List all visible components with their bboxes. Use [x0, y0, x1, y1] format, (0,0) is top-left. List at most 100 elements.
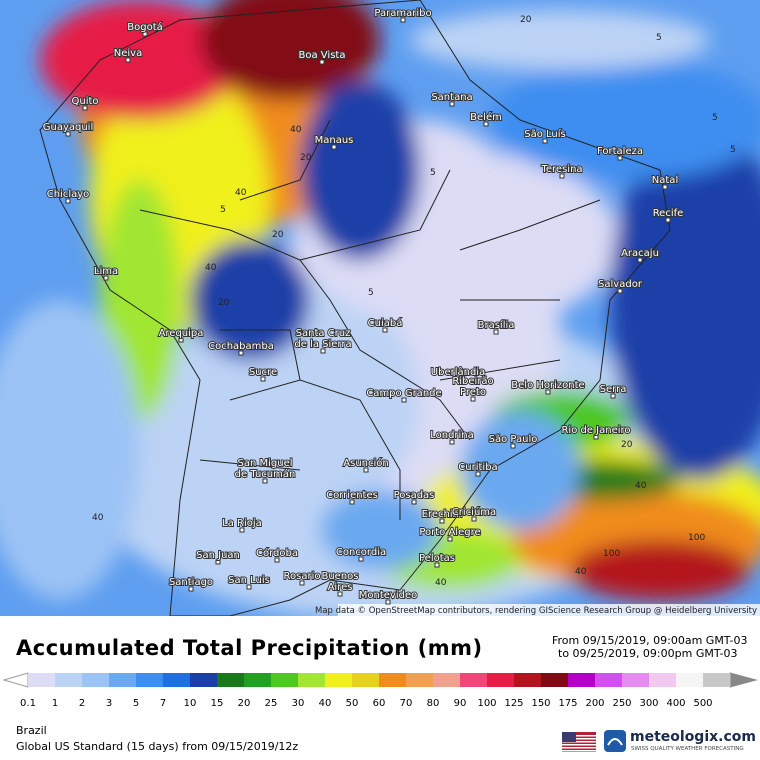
borders — [39, 0, 671, 616]
city-label: Rio de Janeiro — [561, 425, 630, 436]
city-label: Cochabamba — [208, 341, 274, 352]
legend-label: 500 — [693, 698, 712, 709]
legend-swatch — [55, 673, 83, 687]
region: Brazil — [16, 724, 47, 737]
legend-swatch — [487, 673, 515, 687]
precip-map: Map data © OpenStreetMap contributors, r… — [0, 0, 760, 616]
city-marker — [449, 101, 455, 107]
contour-label: 100 — [688, 533, 705, 543]
city-label: Teresina — [540, 164, 582, 175]
city-marker — [349, 499, 355, 505]
logo-icon — [604, 730, 626, 752]
legend-label: 2 — [79, 698, 85, 709]
city-marker — [401, 397, 407, 403]
contour-label: 20 — [520, 15, 532, 25]
legend-label: 40 — [319, 698, 332, 709]
precip-area — [40, 0, 240, 120]
city-label: Bogotá — [127, 21, 163, 33]
legend-label: 70 — [400, 698, 413, 709]
legend-label: 7 — [160, 698, 166, 709]
precip-area — [490, 60, 760, 180]
city-label: Belo Horizonte — [511, 380, 584, 391]
city-marker — [385, 599, 391, 605]
city-marker — [449, 439, 455, 445]
contour-label: 20 — [218, 298, 230, 308]
contour-label: 40 — [575, 567, 587, 577]
legend-label: 20 — [238, 698, 251, 709]
legend-swatch — [460, 673, 488, 687]
precip-area — [300, 80, 420, 260]
precip-area — [460, 410, 580, 530]
legend-label: 10 — [184, 698, 197, 709]
city-label: Serra — [600, 384, 627, 395]
legend-swatch — [622, 673, 650, 687]
city-label: Lima — [94, 266, 118, 277]
city-label: Buenos — [321, 571, 358, 582]
city-label: Montevideo — [359, 590, 417, 601]
city-marker — [475, 471, 481, 477]
legend-swatch — [163, 673, 191, 687]
city-label: Guayaquil — [43, 122, 94, 133]
legend-swatch — [352, 673, 380, 687]
city-marker — [493, 329, 499, 335]
city-label: Campo Grande — [366, 388, 441, 399]
contour-label: 5 — [430, 168, 436, 178]
legend-label: 1 — [52, 698, 58, 709]
legend-label: 175 — [558, 698, 577, 709]
city-marker — [337, 591, 343, 597]
legend-swatch — [190, 673, 218, 687]
city-marker — [455, 376, 461, 382]
city-marker — [542, 138, 548, 144]
city-marker — [142, 31, 148, 37]
legend-label: 15 — [211, 698, 224, 709]
contour-label: 20 — [300, 153, 312, 163]
legend-label: 125 — [504, 698, 523, 709]
city-marker — [665, 217, 671, 223]
city-label: La Rioja — [222, 518, 262, 529]
city-label: Brasília — [478, 319, 515, 331]
city-label: Rosario — [284, 571, 321, 582]
city-marker — [260, 376, 266, 382]
legend-label: 200 — [585, 698, 604, 709]
legend-swatch — [136, 673, 164, 687]
city-label: Aires — [328, 582, 353, 593]
city-label: Criciúma — [452, 506, 496, 518]
legend-swatch — [568, 673, 596, 687]
city-marker — [65, 198, 71, 204]
footer: Accumulated Total Precipitation (mm) Fro… — [0, 616, 760, 760]
city-label: São Luís — [524, 128, 566, 140]
city-label: Preto — [460, 387, 486, 398]
city-label: Uberlândia — [431, 366, 485, 378]
precip-area — [610, 120, 760, 480]
city-marker — [103, 275, 109, 281]
period-to: to 09/25/2019, 09:00pm GMT-03 — [558, 647, 738, 660]
legend-label: 5 — [133, 698, 139, 709]
city-marker — [188, 586, 194, 592]
legend-label: 80 — [427, 698, 440, 709]
city-label: Posadas — [394, 490, 435, 501]
city-marker — [510, 443, 516, 449]
city-label: Londrina — [430, 430, 474, 441]
title: Accumulated Total Precipitation (mm) — [16, 636, 483, 660]
city-marker — [246, 584, 252, 590]
city-label: San Miguel — [237, 458, 292, 469]
city-label: Arequipa — [159, 328, 204, 339]
city-marker — [470, 396, 476, 402]
contour-label: 5 — [730, 145, 736, 155]
city-marker — [483, 121, 489, 127]
city-label: Belém — [470, 111, 502, 123]
city-marker — [358, 556, 364, 562]
brand-name: meteologix.com — [630, 729, 756, 745]
city-label: Neiva — [114, 48, 142, 59]
city-marker — [331, 144, 337, 150]
city-label: Boa Vista — [299, 50, 346, 61]
city-label: Curitiba — [458, 462, 497, 473]
legend-label: 0.1 — [20, 698, 36, 709]
city-marker — [178, 337, 184, 343]
city-marker — [610, 393, 616, 399]
city-marker — [262, 478, 268, 484]
contour-label: 5 — [712, 113, 718, 123]
legend-arrow-left — [2, 672, 29, 688]
legend-swatch — [433, 673, 461, 687]
